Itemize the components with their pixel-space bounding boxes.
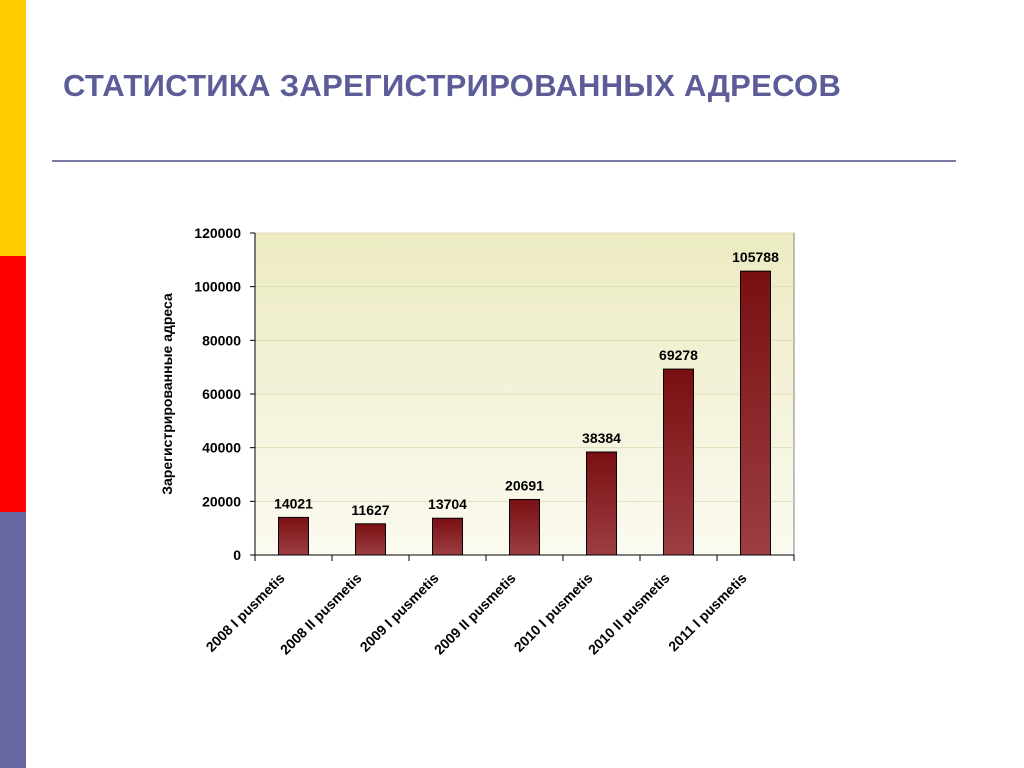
accent-stripe-yellow [0, 0, 26, 256]
data-label: 11627 [351, 502, 389, 518]
bar [355, 523, 386, 556]
y-tick-label: 100000 [194, 279, 241, 295]
y-tick-label: 80000 [202, 332, 241, 348]
slide-title: СТАТИСТИКА ЗАРЕГИСТРИРОВАННЫХ АДРЕСОВ [63, 68, 842, 103]
x-tick-label: 2009 I pusmetis [357, 570, 442, 655]
y-tick-label: 120000 [194, 225, 241, 241]
accent-stripe-red [0, 256, 26, 512]
bar [663, 368, 694, 556]
bar [586, 451, 617, 556]
bar [432, 517, 463, 556]
x-tick-label: 2011 I pusmetis [665, 570, 750, 655]
data-label: 13704 [428, 496, 467, 512]
data-label: 14021 [274, 495, 313, 511]
y-axis-title: Зарегистрированные адреса [159, 293, 175, 495]
accent-stripe-blue [0, 512, 26, 768]
bar [278, 516, 309, 556]
y-tick-label: 60000 [202, 386, 241, 402]
title-divider [52, 160, 956, 162]
y-tick-label: 0 [233, 547, 241, 563]
data-label: 69278 [659, 347, 698, 363]
x-tick-label: 2009 II pusmetis [431, 570, 519, 658]
x-tick-label: 2010 II pusmetis [585, 570, 673, 658]
bar [509, 498, 540, 556]
x-tick-label: 2008 I pusmetis [203, 570, 288, 655]
data-label: 20691 [505, 477, 544, 493]
y-tick-label: 40000 [202, 440, 241, 456]
data-label: 38384 [582, 430, 621, 446]
x-tick-label: 2008 II pusmetis [277, 570, 365, 658]
y-tick-label: 20000 [202, 493, 241, 509]
bar [740, 270, 771, 556]
data-label: 105788 [732, 249, 779, 265]
x-tick-label: 2010 I pusmetis [511, 570, 596, 655]
